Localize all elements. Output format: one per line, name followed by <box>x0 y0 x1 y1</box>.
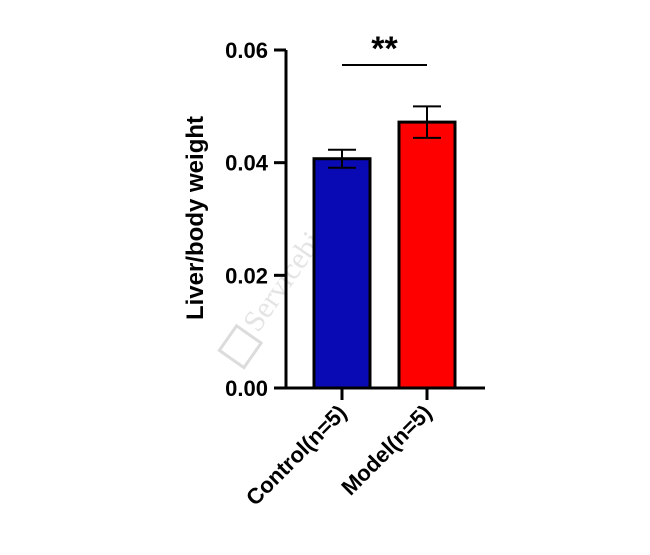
y-tick-label: 0.04 <box>225 151 269 176</box>
bars-layer <box>312 120 457 390</box>
significance-marker: ** <box>342 30 427 68</box>
error-bars-layer <box>328 105 441 169</box>
x-tick-label: Model(n=5) <box>336 400 436 500</box>
y-tick-label: 0.06 <box>225 38 268 63</box>
axes-layer <box>274 48 485 400</box>
significance-label: ** <box>371 30 398 68</box>
y-axis-title: Liver/body weight <box>182 116 209 320</box>
watermark-logo-icon <box>217 323 264 370</box>
bar-model <box>397 120 457 390</box>
x-tick-label: Control(n=5) <box>241 400 352 511</box>
y-tick-label: 0.00 <box>225 376 268 401</box>
y-tick-label: 0.02 <box>225 263 268 288</box>
bar-control <box>312 157 372 390</box>
